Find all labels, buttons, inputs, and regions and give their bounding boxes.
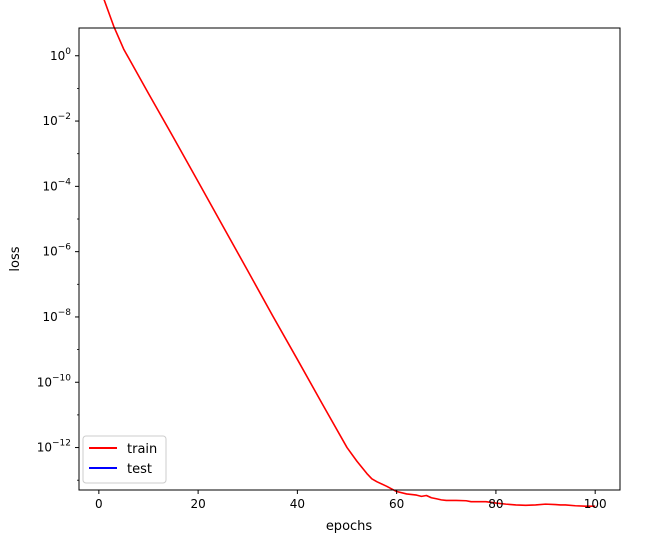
series-line-train xyxy=(103,0,596,507)
y-tick-label: 100 xyxy=(50,47,71,63)
y-tick-label: 10−2 xyxy=(42,112,71,128)
x-tick-label: 40 xyxy=(290,497,305,511)
x-axis: 0 20 40 60 80 100 xyxy=(95,490,607,511)
series-group xyxy=(103,0,596,507)
x-tick-label: 20 xyxy=(190,497,205,511)
axes-frame xyxy=(78,27,621,491)
y-tick-label: 10−6 xyxy=(42,243,71,259)
y-tick-label: 10−12 xyxy=(37,439,71,455)
plot-area xyxy=(78,0,621,507)
legend-label-train: train xyxy=(127,442,157,457)
legend: train test xyxy=(82,435,167,484)
legend-label-test: test xyxy=(127,462,152,477)
y-axis-label: loss xyxy=(8,246,23,271)
x-tick-label: 60 xyxy=(389,497,404,511)
x-tick-label: 100 xyxy=(584,497,607,511)
x-tick-label: 80 xyxy=(488,497,503,511)
y-tick-label: 10−10 xyxy=(37,373,72,389)
y-tick-label: 10−8 xyxy=(42,308,71,324)
x-tick-label: 0 xyxy=(95,497,103,511)
y-tick-label: 10−4 xyxy=(42,177,71,193)
x-axis-label: epochs xyxy=(326,519,373,534)
